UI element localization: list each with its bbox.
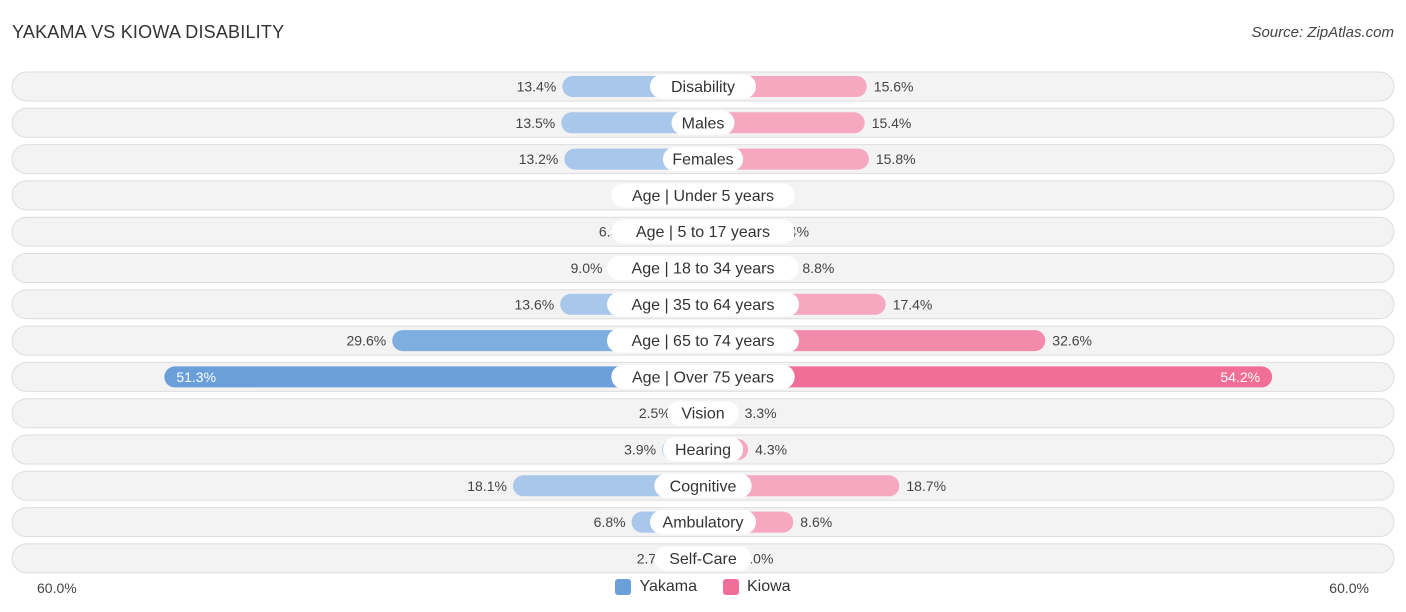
value-label-kiowa-females: 15.8%	[876, 151, 916, 167]
value-label-yakama-ambulatory: 6.8%	[594, 514, 626, 530]
category-pill-females	[662, 147, 744, 172]
source-note: Source: ZipAtlas.com	[1251, 24, 1394, 41]
axis-left-label: 60.0%	[37, 580, 77, 596]
value-label-kiowa-age-35-to-64-years: 17.4%	[893, 296, 933, 312]
category-label-disability: Disability	[671, 79, 735, 96]
category-label-self-care: Self-Care	[669, 551, 737, 568]
category-pill-disability	[650, 74, 756, 99]
category-label-age-under-5-years: Age | Under 5 years	[632, 188, 774, 205]
category-pill-age-35-to-64-years	[607, 292, 799, 317]
chart-title: YAKAMA VS KIOWA DISABILITY	[12, 22, 285, 42]
category-pill-males	[671, 110, 735, 135]
bar-yakama-cognitive	[512, 475, 703, 497]
category-label-age-35-to-64-years: Age | 35 to 64 years	[632, 297, 775, 314]
category-pill-vision	[667, 401, 739, 426]
legend-label-yakama: Yakama	[639, 578, 697, 595]
legend-swatch-yakama	[615, 579, 632, 595]
category-pill-self-care	[654, 546, 752, 571]
value-label-kiowa-males: 15.4%	[872, 115, 912, 131]
category-label-hearing: Hearing	[675, 442, 731, 459]
category-pill-cognitive	[654, 473, 752, 498]
axis-right-label: 60.0%	[1329, 580, 1369, 596]
category-pill-age-65-to-74-years	[607, 328, 799, 353]
category-pill-age-18-to-34-years	[607, 256, 799, 280]
value-label-yakama-age-35-to-64-years: 13.6%	[514, 296, 554, 312]
category-label-vision: Vision	[681, 406, 724, 423]
value-label-kiowa-age-18-to-34-years: 8.8%	[802, 260, 834, 276]
bar-kiowa-age-over-75-years	[703, 366, 1273, 388]
legend-label-kiowa: Kiowa	[746, 578, 791, 595]
category-pill-hearing	[662, 437, 744, 462]
category-pill-age-under-5-years	[611, 183, 795, 208]
category-pill-age-over-75-years	[611, 364, 795, 389]
category-pill-age-5-to-17-years	[611, 219, 795, 244]
legend: Yakama Kiowa	[0, 578, 1406, 596]
legend-item-kiowa: Kiowa	[722, 578, 791, 596]
legend-swatch-kiowa	[722, 579, 739, 595]
category-label-females: Females	[672, 152, 733, 169]
value-label-yakama-males: 13.5%	[516, 115, 556, 131]
bar-yakama-age-over-75-years	[164, 366, 704, 388]
value-label-kiowa-disability: 15.6%	[874, 79, 914, 95]
bar-yakama-males	[561, 112, 703, 134]
bar-kiowa-cognitive	[703, 475, 900, 497]
category-label-males: Males	[682, 115, 725, 132]
category-label-age-over-75-years: Age | Over 75 years	[632, 369, 774, 386]
value-label-kiowa-age-over-75-years: 54.2%	[1220, 369, 1260, 385]
bar-kiowa-females	[703, 148, 869, 170]
value-label-yakama-age-over-75-years: 51.3%	[176, 369, 216, 385]
category-label-age-65-to-74-years: Age | 65 to 74 years	[632, 333, 775, 350]
value-label-kiowa-age-65-to-74-years: 32.6%	[1052, 333, 1092, 349]
bar-kiowa-males	[703, 112, 865, 134]
value-label-kiowa-hearing: 4.3%	[755, 442, 787, 458]
value-label-yakama-females: 13.2%	[519, 151, 559, 167]
category-pill-ambulatory	[650, 510, 756, 535]
category-label-cognitive: Cognitive	[670, 478, 737, 495]
value-label-yakama-age-18-to-34-years: 9.0%	[571, 260, 603, 276]
value-label-kiowa-ambulatory: 8.6%	[800, 514, 832, 530]
category-label-age-5-to-17-years: Age | 5 to 17 years	[636, 224, 770, 241]
value-label-yakama-cognitive: 18.1%	[467, 478, 507, 494]
legend-item-yakama: Yakama	[615, 578, 697, 596]
value-label-yakama-hearing: 3.9%	[624, 442, 656, 458]
category-label-age-18-to-34-years: Age | 18 to 34 years	[632, 261, 775, 278]
category-label-ambulatory: Ambulatory	[663, 515, 744, 532]
value-label-yakama-vision: 2.5%	[639, 405, 671, 421]
value-label-yakama-age-65-to-74-years: 29.6%	[346, 333, 386, 349]
value-label-kiowa-cognitive: 18.7%	[906, 478, 946, 494]
value-label-kiowa-vision: 3.3%	[745, 405, 777, 421]
value-label-yakama-disability: 13.4%	[517, 79, 557, 95]
